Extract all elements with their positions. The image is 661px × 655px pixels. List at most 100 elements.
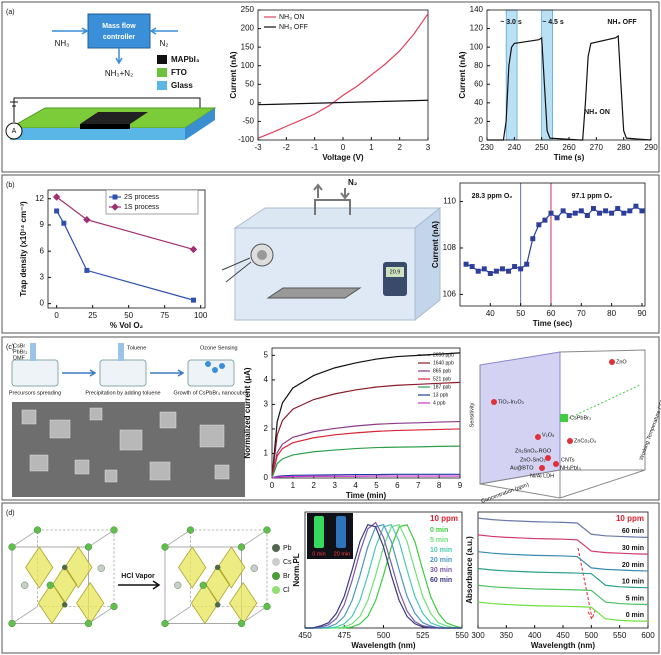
x-tick-label: 3 xyxy=(426,143,431,152)
cable xyxy=(221,257,252,283)
gas-label: N₂ xyxy=(160,39,169,48)
legend-label: MAPbI₃ xyxy=(171,55,200,64)
legend-label: 60 min xyxy=(622,528,644,535)
x-tick-label: 550 xyxy=(455,631,469,640)
cube xyxy=(159,411,177,429)
series-line xyxy=(271,445,461,479)
x-tick-label: 300 xyxy=(471,631,485,640)
point-label: CNTs xyxy=(561,457,575,463)
step-label: Precursors spreading xyxy=(9,390,61,396)
x-tick-label: 3 xyxy=(332,481,337,490)
marker xyxy=(590,206,596,212)
reagent-label: PbBr₂ xyxy=(13,349,27,355)
cube xyxy=(214,464,230,480)
x-tick-label: 50 xyxy=(516,309,525,318)
point xyxy=(539,465,545,471)
marker xyxy=(83,216,91,224)
x-tick-label: 100 xyxy=(194,311,208,320)
series-line xyxy=(487,34,652,141)
y-axis-label: Trap density (x10¹⁴ cm⁻³) xyxy=(19,201,28,297)
meter-screen xyxy=(386,267,404,277)
marker xyxy=(621,210,627,216)
series-line xyxy=(271,381,461,479)
marker xyxy=(518,266,524,272)
ammeter-label: A xyxy=(12,128,17,135)
cube xyxy=(149,461,171,481)
x-tick-label: 70 xyxy=(577,309,586,318)
reagent-label: DMF xyxy=(13,355,26,361)
y-tick-label: 250 xyxy=(241,5,255,14)
x-tick-label: 550 xyxy=(613,631,627,640)
x-axis-label: % Vol O₂ xyxy=(110,321,144,330)
x-tick-label: 270 xyxy=(590,143,604,152)
x-tick-label: 290 xyxy=(644,143,658,152)
controller-label: Mass flow xyxy=(102,23,136,30)
highlight-span xyxy=(505,9,518,141)
legend-label: 865 ppb xyxy=(433,368,451,374)
x-tick-label: 400 xyxy=(528,631,542,640)
gas-inlet xyxy=(313,183,351,215)
atom-key xyxy=(272,572,280,580)
marker xyxy=(54,208,60,214)
legend-label: 10 min xyxy=(430,547,452,554)
x-axis-label: Wavelength (nm) xyxy=(531,641,595,650)
photo-label: 20 min xyxy=(334,551,351,557)
photo-label: 0 min xyxy=(312,551,325,557)
panel-label: (c) xyxy=(6,344,14,351)
x-tick-label: 500 xyxy=(377,631,391,640)
legend-swatch xyxy=(157,81,167,90)
marker xyxy=(560,208,566,214)
legend-label: 0 min xyxy=(430,527,448,534)
pipette xyxy=(118,343,124,361)
y-tick-label: 1 xyxy=(264,449,269,458)
marker xyxy=(111,203,119,211)
series-line xyxy=(305,523,462,629)
panel-frame xyxy=(1,336,660,501)
atom-key-label: Cl xyxy=(283,587,290,594)
step-frame xyxy=(187,359,235,387)
panel-label: (d) xyxy=(6,510,15,517)
panel-frame xyxy=(1,502,660,654)
point xyxy=(553,461,559,467)
point-label: TiO₂-In₂O₃ xyxy=(498,399,524,405)
point-label: NH₃PbI₃ xyxy=(560,465,581,471)
series-line xyxy=(271,475,460,479)
y-tick-label: 4 xyxy=(264,375,269,384)
y-axis-label: Current (nA) xyxy=(458,51,467,98)
cube xyxy=(74,459,90,475)
cube xyxy=(89,407,103,421)
legend-label: 4 ppb xyxy=(433,400,446,406)
annotation: NH₃ ON xyxy=(584,109,610,116)
marker xyxy=(554,215,560,221)
guide xyxy=(564,384,641,421)
perovskite-film xyxy=(80,112,148,124)
x-tick-label: 7 xyxy=(416,481,421,490)
reagent-label: CsBr xyxy=(13,343,25,349)
gauge-core xyxy=(257,250,267,260)
x-axis-label: Voltage (V) xyxy=(322,153,364,162)
x-tick-label: 8 xyxy=(437,481,442,490)
legend-title: 10 ppm xyxy=(616,514,644,523)
atom-key xyxy=(272,586,280,594)
x-tick-label: 1 xyxy=(369,143,374,152)
cube xyxy=(199,424,225,448)
x-axis-label: Time (s) xyxy=(554,153,585,162)
x-tick-label: 4 xyxy=(353,481,358,490)
legend-label: 1S process xyxy=(124,204,160,211)
cube xyxy=(49,419,71,439)
marker xyxy=(548,210,554,216)
points xyxy=(491,359,615,471)
x-axis-label: Time (min) xyxy=(346,491,387,500)
legend-label: 5 min xyxy=(626,595,644,602)
ammeter xyxy=(5,122,23,140)
x-tick-label: 280 xyxy=(617,143,631,152)
marker xyxy=(603,208,609,214)
ozone xyxy=(205,361,211,367)
legend-label: 2650 ppb xyxy=(433,352,454,358)
marker xyxy=(524,261,530,267)
legend-label: 2S process xyxy=(124,194,160,201)
glass-front xyxy=(10,128,185,140)
legend-label: 30 min xyxy=(430,567,452,574)
y-tick-label: 0 xyxy=(250,98,255,107)
